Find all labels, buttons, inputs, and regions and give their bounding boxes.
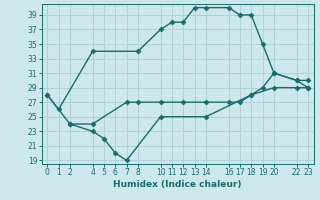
X-axis label: Humidex (Indice chaleur): Humidex (Indice chaleur) bbox=[113, 180, 242, 189]
